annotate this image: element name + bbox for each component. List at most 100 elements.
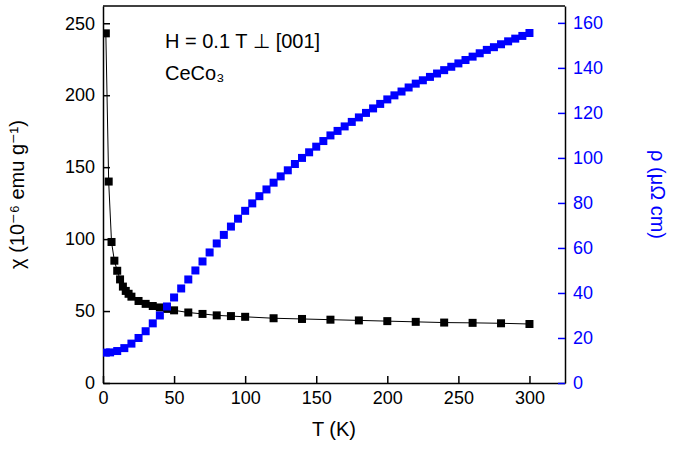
tick-label: 0 (573, 373, 583, 393)
data-point (177, 284, 185, 292)
chart: 0501001502002503000501001502002500204060… (0, 0, 673, 450)
data-point (156, 303, 164, 311)
data-point (142, 300, 150, 308)
data-point (163, 302, 171, 310)
data-point (362, 109, 370, 117)
data-point (135, 297, 143, 305)
data-point (312, 143, 320, 151)
tick: 200 (373, 376, 403, 408)
tick-label: 50 (75, 301, 95, 321)
data-point (199, 310, 207, 318)
data-point (419, 76, 427, 84)
data-point (469, 53, 477, 61)
data-point (284, 166, 292, 174)
data-point (376, 100, 384, 108)
data-point (298, 154, 306, 162)
annotation: H = 0.1 T ⊥ [001] (165, 30, 320, 52)
tick-label: 40 (573, 283, 593, 303)
data-point (525, 320, 533, 328)
data-point (525, 29, 533, 37)
data-point (127, 293, 135, 301)
data-area (103, 29, 533, 357)
tick-label: 100 (573, 148, 603, 168)
tick: 140 (558, 58, 603, 78)
tick-label: 50 (165, 388, 185, 408)
tick-label: 250 (65, 14, 95, 34)
tick: 60 (558, 238, 593, 258)
tick-mark (103, 311, 110, 313)
data-point (206, 248, 214, 256)
data-point (270, 314, 278, 322)
data-point (277, 172, 285, 180)
data-point (127, 340, 135, 348)
data-point (383, 95, 391, 103)
data-point (511, 35, 519, 43)
data-point (106, 348, 114, 356)
data-point (184, 308, 192, 316)
tick-label: 120 (573, 103, 603, 123)
tick-label: 0 (85, 373, 95, 393)
tick: 0 (85, 373, 110, 393)
data-point (398, 88, 406, 96)
tick: 120 (558, 103, 603, 123)
tick: 50 (165, 376, 185, 408)
data-point (116, 275, 124, 283)
data-point (234, 215, 242, 223)
data-point (227, 312, 235, 320)
y2-axis: 020406080100120140160 (558, 7, 603, 394)
tick-mark (558, 293, 565, 295)
tick: 0 (558, 373, 583, 393)
data-point (390, 91, 398, 99)
tick-label: 100 (65, 229, 95, 249)
tick-mark (103, 95, 110, 97)
data-point (199, 257, 207, 265)
tick-label: 150 (302, 388, 332, 408)
data-point (504, 37, 512, 45)
data-point (191, 266, 199, 274)
data-point (497, 40, 505, 48)
tick-mark (558, 23, 565, 25)
tick: 150 (302, 376, 332, 408)
tick-label: 0 (98, 388, 108, 408)
data-point (454, 59, 462, 67)
data-point (142, 327, 150, 335)
data-point (440, 319, 448, 327)
tick: 100 (65, 229, 110, 249)
tick-label: 200 (65, 85, 95, 105)
tick: 160 (558, 13, 603, 33)
tick: 150 (65, 157, 110, 177)
data-point (156, 311, 164, 319)
data-point (469, 319, 477, 327)
data-point (355, 316, 363, 324)
data-point (241, 313, 249, 321)
data-point (291, 160, 299, 168)
tick: 200 (65, 85, 110, 105)
data-point (105, 178, 113, 186)
tick-label: 160 (573, 13, 603, 33)
y-axis-title: χ (10⁻⁶ emu g⁻¹) (6, 120, 28, 269)
axis-line (104, 383, 566, 385)
tick: 80 (558, 193, 593, 213)
data-point (248, 199, 256, 207)
tick-mark (529, 376, 531, 383)
tick-label: 300 (515, 388, 545, 408)
data-point (405, 83, 413, 91)
data-point (497, 319, 505, 327)
data-point (326, 131, 334, 139)
data-point (135, 334, 143, 342)
data-point (305, 148, 313, 156)
data-point (113, 347, 121, 355)
data-point (355, 113, 363, 121)
data-point (518, 32, 526, 40)
tick-mark (558, 338, 565, 340)
axis-line (565, 7, 567, 384)
data-point (412, 318, 420, 326)
data-point (369, 104, 377, 112)
data-point (319, 137, 327, 145)
data-point (447, 63, 455, 71)
data-point (149, 319, 157, 327)
data-point (184, 275, 192, 283)
tick-label: 60 (573, 238, 593, 258)
data-point (490, 43, 498, 51)
tick: 50 (75, 301, 110, 321)
